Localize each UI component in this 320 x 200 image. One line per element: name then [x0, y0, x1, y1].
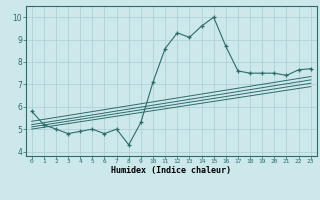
X-axis label: Humidex (Indice chaleur): Humidex (Indice chaleur) [111, 166, 231, 175]
